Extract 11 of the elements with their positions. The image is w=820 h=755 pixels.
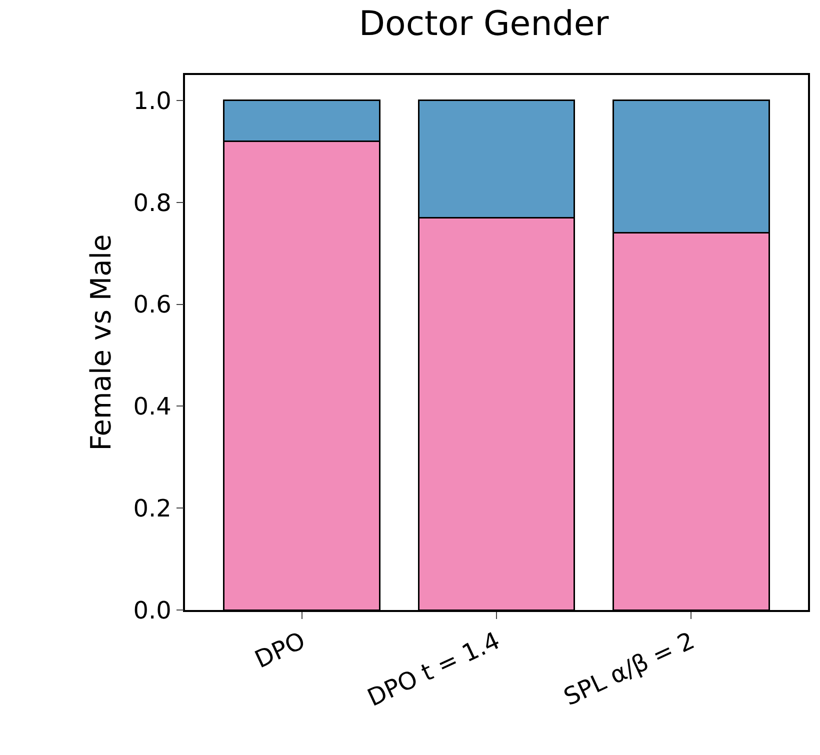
- y-axis-title: Female vs Male: [84, 234, 118, 451]
- y-tick-label: 0.0: [133, 596, 172, 624]
- y-tick-label: 0.4: [133, 392, 172, 421]
- y-tick-label: 0.2: [133, 494, 172, 522]
- x-tick-label: DPO t = 1.4: [363, 626, 504, 712]
- y-tick-label: 1.0: [133, 86, 172, 115]
- y-tick-label: 0.6: [133, 290, 172, 319]
- y-tick-label: 0.8: [133, 188, 172, 217]
- x-tick-label: DPO: [250, 626, 310, 674]
- chart-title: Doctor Gender: [358, 4, 609, 44]
- x-tick-label: SPL α/β = 2: [560, 626, 699, 712]
